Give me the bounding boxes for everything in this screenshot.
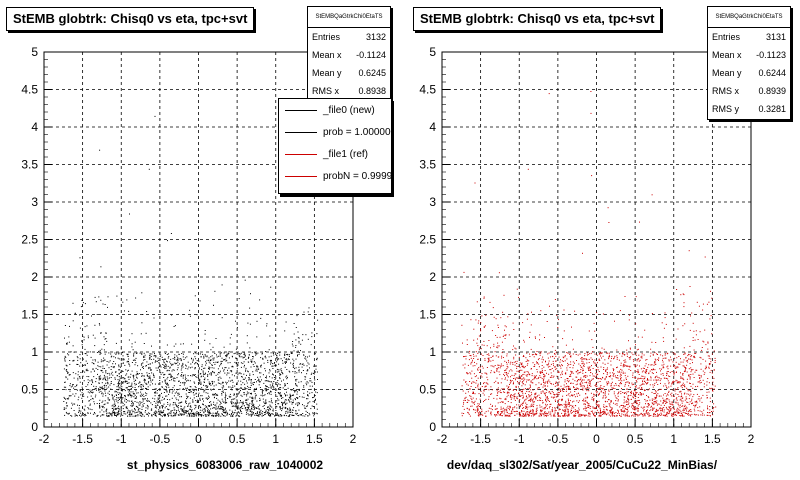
x-tick-label: 0.5 (229, 432, 246, 446)
stats-row-mean-x: Mean x -0.1123 (712, 50, 786, 60)
y-tick-label: 0.5 (21, 383, 38, 397)
stats-name: StEMBQaGtrkChi0EtaTS (708, 7, 790, 28)
y-tick-label: 4.5 (21, 83, 38, 97)
x-tick-label: -1 (116, 432, 127, 446)
y-tick-label: 0 (31, 420, 38, 434)
x-tick-label: 0.5 (627, 432, 644, 446)
y-tick-label: 1.5 (419, 308, 436, 322)
y-tick-label: 4 (429, 120, 436, 134)
legend-entry-file0: _file0 (new) (279, 99, 391, 121)
x-tick-label: 2 (350, 432, 357, 446)
y-tick-label: 5 (31, 45, 38, 59)
y-tick-label: 2 (429, 270, 436, 284)
y-tick-label: 0 (429, 420, 436, 434)
y-tick-label: 3.5 (419, 158, 436, 172)
x-tick-label: -1.5 (72, 432, 93, 446)
chart-title-right: StEMB globtrk: Chisq0 vs eta, tpc+svt (413, 7, 662, 31)
y-tick-label: 4 (31, 120, 38, 134)
legend-entry-prob: prob = 1.000000 (279, 121, 391, 143)
y-tick-label: 1 (429, 345, 436, 359)
y-tick-label: 3 (31, 195, 38, 209)
y-tick-label: 2.5 (21, 233, 38, 247)
stats-row-rms-y: RMS y 0.3281 (712, 104, 786, 114)
chart-title-left: StEMB globtrk: Chisq0 vs eta, tpc+svt (6, 7, 255, 31)
scatter-points (63, 98, 319, 417)
x-tick-label: -1 (514, 432, 525, 446)
x-tick-label: -0.5 (150, 432, 171, 446)
stats-box-left: StEMBQaGtrkChi0EtaTS Entries 3132 Mean x-… (307, 6, 391, 102)
x-tick-label: 0 (195, 432, 202, 446)
x-tick-label: -2 (437, 432, 448, 446)
stats-row-entries: Entries 3132 (312, 32, 386, 42)
plot-right: -2 -1.5 -1 -0.5 0 0.5 1 1.5 2 0 0.5 1 1.5 2 2.5 3 3.5 4 4.… (419, 45, 754, 472)
y-tick-label: 3 (429, 195, 436, 209)
x-tick-label: 1 (670, 432, 677, 446)
x-axis-label: st_physics_6083006_raw_1040002 (127, 458, 323, 472)
stats-row-mean-y: Mean y 0.6244 (712, 68, 786, 78)
x-tick-label: -0.5 (548, 432, 569, 446)
x-tick-label: 1.5 (306, 432, 323, 446)
stats-row-rms-x: RMS x 0.8939 (712, 86, 786, 96)
x-tick-label: 2 (748, 432, 755, 446)
stats-row-entries: Entries 3131 (712, 32, 786, 42)
x-tick-label: -2 (39, 432, 50, 446)
plot-left: -2 -1.5 -1 -0.5 0 0.5 1 1.5 2 0 0.5 1 1.5 2 2.5 3 3.5 4 4.… (21, 45, 356, 472)
legend: _file0 (new) prob = 1.000000 _file1 (ref… (278, 98, 392, 194)
stats-name: StEMBQaGtrkChi0EtaTS (308, 7, 390, 28)
y-tick-label: 0.5 (419, 383, 436, 397)
y-tick-label: 5 (429, 45, 436, 59)
y-tick-label: 1.5 (21, 308, 38, 322)
x-tick-label: -1.5 (470, 432, 491, 446)
stats-row-rms-x: RMS x 0.8938 (312, 86, 386, 96)
y-tick-label: 2.5 (419, 233, 436, 247)
x-tick-label: 0 (593, 432, 600, 446)
scatter-points (461, 91, 717, 417)
y-tick-label: 4.5 (419, 83, 436, 97)
y-tick-label: 2 (31, 270, 38, 284)
x-tick-label: 1 (272, 432, 279, 446)
legend-entry-probn: probN = 0.999947 (279, 165, 391, 187)
x-tick-label: 1.5 (704, 432, 721, 446)
y-tick-label: 3.5 (21, 158, 38, 172)
legend-entry-file1: _file1 (ref) (279, 143, 391, 165)
stats-box-right: StEMBQaGtrkChi0EtaTS Entries 3131 Mean x-… (707, 6, 791, 120)
stats-row-mean-y: Mean y 0.6245 (312, 68, 386, 78)
y-tick-label: 1 (31, 345, 38, 359)
stats-row-mean-x: Mean x -0.1124 (312, 50, 386, 60)
x-axis-label: dev/daq_sl302/Sat/year_2005/CuCu22_MinBi… (447, 458, 718, 472)
